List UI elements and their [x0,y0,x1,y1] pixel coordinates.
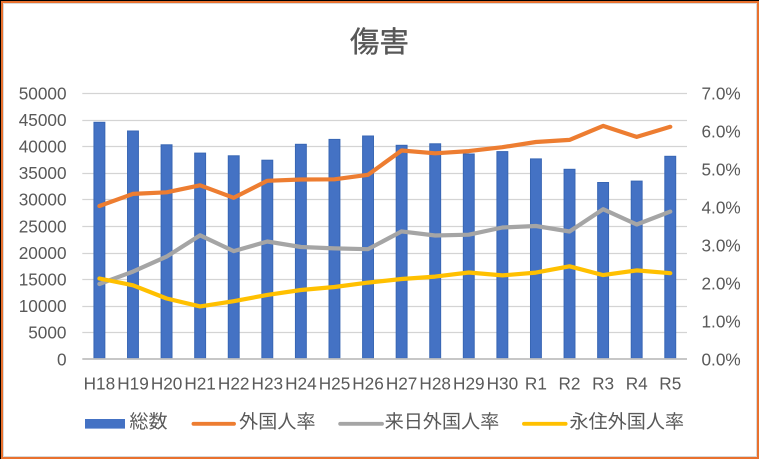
svg-text:H20: H20 [151,373,183,393]
svg-text:R2: R2 [559,373,581,393]
svg-text:H26: H26 [352,373,384,393]
svg-text:H21: H21 [184,373,216,393]
svg-text:H22: H22 [218,373,250,393]
svg-text:5000: 5000 [28,323,66,343]
svg-text:2.0%: 2.0% [702,273,741,293]
svg-text:H30: H30 [487,373,519,393]
svg-text:7.0%: 7.0% [702,83,741,103]
svg-text:6.0%: 6.0% [702,121,741,141]
svg-text:R4: R4 [626,373,648,393]
svg-text:10000: 10000 [19,296,67,316]
svg-text:H24: H24 [285,373,317,393]
svg-text:1.0%: 1.0% [702,311,741,331]
svg-text:3.0%: 3.0% [702,235,741,255]
svg-text:30000: 30000 [19,190,67,210]
svg-text:25000: 25000 [19,216,67,236]
svg-text:H27: H27 [386,373,418,393]
svg-text:H18: H18 [84,373,116,393]
svg-text:H23: H23 [252,373,284,393]
svg-text:40000: 40000 [19,137,67,157]
svg-text:45000: 45000 [19,110,67,130]
svg-text:20000: 20000 [19,243,67,263]
svg-text:H19: H19 [117,373,149,393]
svg-text:R1: R1 [525,373,547,393]
svg-text:35000: 35000 [19,163,67,183]
svg-text:5.0%: 5.0% [702,159,741,179]
svg-text:50000: 50000 [19,83,67,103]
svg-text:R5: R5 [659,373,681,393]
svg-text:H28: H28 [419,373,451,393]
svg-text:H25: H25 [319,373,351,393]
svg-text:4.0%: 4.0% [702,197,741,217]
svg-text:H29: H29 [453,373,485,393]
svg-text:R3: R3 [592,373,614,393]
svg-text:0: 0 [57,349,67,369]
svg-text:0.0%: 0.0% [702,349,741,369]
svg-text:15000: 15000 [19,270,67,290]
